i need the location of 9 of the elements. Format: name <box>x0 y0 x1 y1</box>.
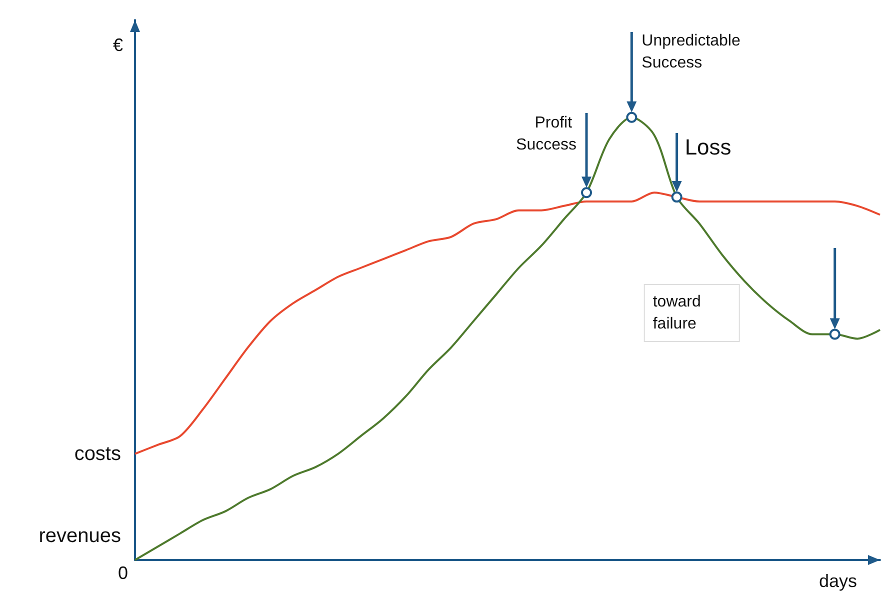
annotation: Loss <box>684 134 732 160</box>
series-label: revenues <box>38 525 121 547</box>
y-axis-title: € <box>112 35 124 55</box>
annotation: Profit Success <box>516 114 577 154</box>
series-label: costs <box>74 442 121 465</box>
annotation: toward failure <box>652 294 706 332</box>
text: Unpredictable Success <box>642 32 745 72</box>
x-axis-title: days <box>818 571 858 591</box>
text: 0 <box>118 563 128 583</box>
